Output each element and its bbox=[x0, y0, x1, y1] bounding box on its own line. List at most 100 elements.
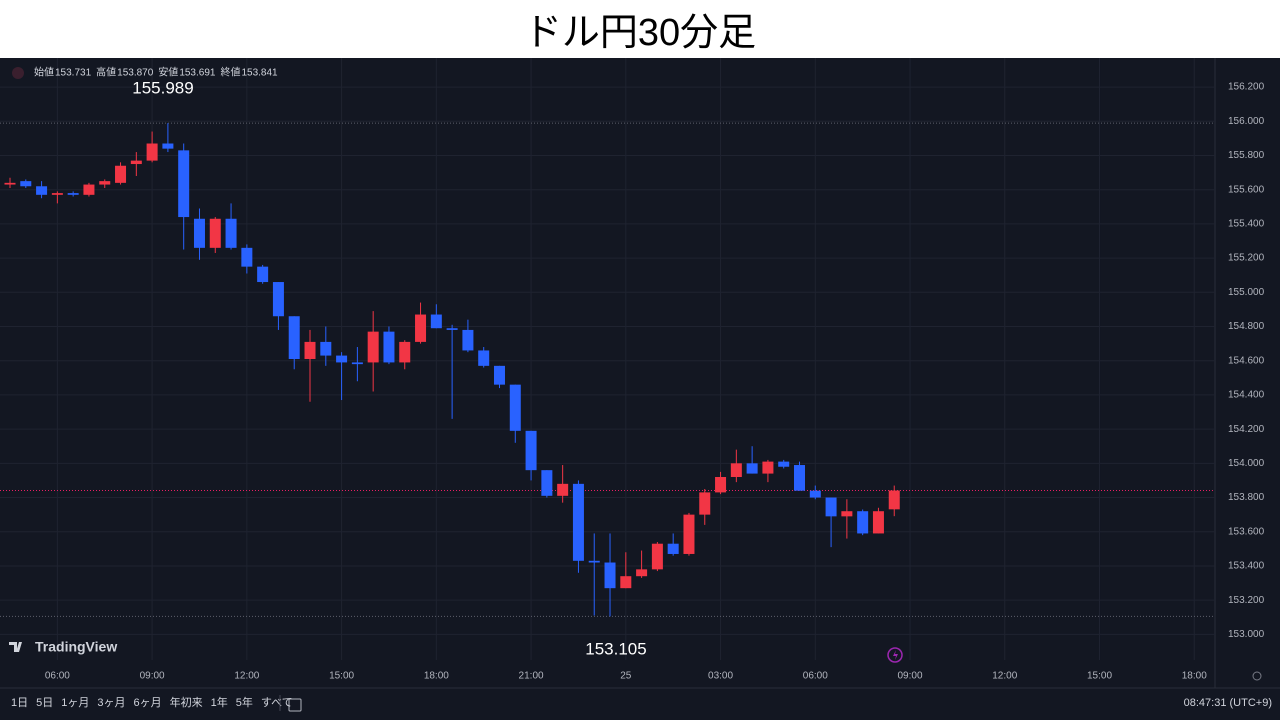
candle-body bbox=[415, 314, 427, 342]
x-tick-label: 12:00 bbox=[234, 671, 259, 682]
candle-body bbox=[367, 331, 379, 363]
clock: 08:47:31 (UTC+9) bbox=[1184, 697, 1272, 709]
x-tick-label: 15:00 bbox=[329, 671, 354, 682]
y-tick-label: 155.800 bbox=[1228, 150, 1265, 161]
legend-name: 終値 bbox=[220, 66, 240, 79]
candle-body bbox=[446, 328, 458, 330]
candle-body bbox=[730, 463, 742, 478]
candle-body bbox=[272, 282, 284, 317]
y-tick-label: 156.000 bbox=[1228, 116, 1265, 127]
candle-body bbox=[478, 350, 490, 366]
chart: 153.000 153.200 153.400 153.600 153.800 154.0… bbox=[0, 58, 1280, 720]
alert-icon[interactable] bbox=[887, 647, 903, 663]
candle-body bbox=[572, 483, 584, 561]
candle-body bbox=[20, 181, 32, 187]
candle-body bbox=[209, 218, 221, 248]
x-tick-label: 18:00 bbox=[424, 671, 449, 682]
x-tick-label: 03:00 bbox=[708, 671, 733, 682]
range-button[interactable]: 6ヶ月 bbox=[134, 697, 162, 709]
candle-body bbox=[683, 514, 695, 554]
candle-body bbox=[99, 181, 111, 185]
legend-name: 高値 bbox=[96, 66, 116, 79]
candle-body bbox=[399, 341, 411, 363]
alert-bolt bbox=[893, 650, 898, 660]
candle-body bbox=[651, 543, 663, 570]
candle-body bbox=[809, 490, 821, 498]
extreme-label: 153.105 bbox=[585, 639, 646, 658]
range-button[interactable]: 1日 bbox=[11, 697, 28, 709]
y-tick-label: 154.400 bbox=[1228, 390, 1265, 401]
legend-value: 153.691 bbox=[179, 68, 216, 79]
chart-background bbox=[0, 58, 1280, 720]
candle-body bbox=[872, 511, 884, 534]
range-button[interactable]: すべて bbox=[261, 696, 293, 709]
candle-body bbox=[888, 490, 900, 510]
candle-body bbox=[588, 560, 600, 563]
x-tick-label: 12:00 bbox=[992, 671, 1017, 682]
candle-body bbox=[130, 160, 142, 165]
candle-body bbox=[241, 247, 253, 267]
extreme-label: 155.989 bbox=[132, 78, 193, 97]
x-tick-label: 21:00 bbox=[519, 671, 544, 682]
candle-body bbox=[541, 470, 553, 496]
y-tick-label: 153.400 bbox=[1228, 561, 1265, 572]
candle-body bbox=[51, 193, 63, 195]
range-button[interactable]: 5年 bbox=[236, 695, 253, 709]
candle-body bbox=[778, 461, 790, 467]
candle-body bbox=[857, 511, 869, 534]
range-button[interactable]: 年初来 bbox=[170, 695, 203, 709]
range-button[interactable]: 1ヶ月 bbox=[61, 697, 89, 709]
candle-body bbox=[604, 562, 616, 589]
candle-body bbox=[636, 569, 648, 577]
legend-value: 153.870 bbox=[117, 68, 154, 79]
candle-body bbox=[67, 193, 79, 195]
candle-body bbox=[288, 316, 300, 359]
candle-body bbox=[115, 165, 127, 183]
candle-body bbox=[762, 461, 774, 474]
y-tick-label: 153.000 bbox=[1228, 629, 1265, 640]
y-tick-label: 155.400 bbox=[1228, 219, 1265, 230]
brand-name: TradingView bbox=[35, 639, 117, 655]
y-tick-label: 154.600 bbox=[1228, 355, 1265, 366]
y-tick-label: 153.200 bbox=[1228, 595, 1265, 606]
candle-body bbox=[430, 314, 442, 329]
range-button[interactable]: 1年 bbox=[211, 695, 228, 709]
legend-value: 153.731 bbox=[55, 68, 92, 79]
candle-body bbox=[620, 576, 632, 589]
candle-body bbox=[4, 182, 16, 185]
candle-body bbox=[83, 184, 95, 195]
candle-body bbox=[825, 497, 837, 517]
candle-body bbox=[225, 218, 237, 248]
x-tick-label: 06:00 bbox=[45, 671, 70, 682]
candle-body bbox=[36, 186, 48, 195]
y-tick-label: 155.200 bbox=[1228, 253, 1265, 264]
candle-body bbox=[715, 477, 727, 493]
y-tick-label: 154.200 bbox=[1228, 424, 1265, 435]
candle-body bbox=[193, 218, 205, 248]
brand-mark bbox=[9, 642, 22, 652]
candle-body bbox=[336, 355, 348, 363]
y-tick-label: 154.800 bbox=[1228, 321, 1265, 332]
x-tick-label: 25 bbox=[620, 671, 632, 682]
candle-body bbox=[493, 365, 505, 385]
candle-body bbox=[178, 150, 190, 218]
candle-body bbox=[304, 341, 316, 359]
candle-body bbox=[383, 331, 395, 363]
range-button[interactable]: 3ヶ月 bbox=[97, 697, 125, 709]
date-range-icon[interactable] bbox=[288, 698, 302, 712]
candle-body bbox=[841, 511, 853, 517]
legend-value: 153.841 bbox=[241, 68, 278, 79]
candle-body bbox=[525, 430, 537, 471]
y-tick-label: 153.800 bbox=[1228, 492, 1265, 503]
candle-body bbox=[699, 492, 711, 515]
x-tick-label: 06:00 bbox=[803, 671, 828, 682]
x-tick-label: 15:00 bbox=[1087, 671, 1112, 682]
range-button[interactable]: 5日 bbox=[36, 697, 53, 709]
legend-name: 安値 bbox=[158, 66, 178, 79]
candle-body bbox=[746, 463, 758, 474]
y-tick-label: 155.000 bbox=[1228, 287, 1265, 298]
candle-body bbox=[462, 329, 474, 351]
candle-body bbox=[509, 384, 521, 431]
settings-icon[interactable] bbox=[1252, 671, 1262, 681]
